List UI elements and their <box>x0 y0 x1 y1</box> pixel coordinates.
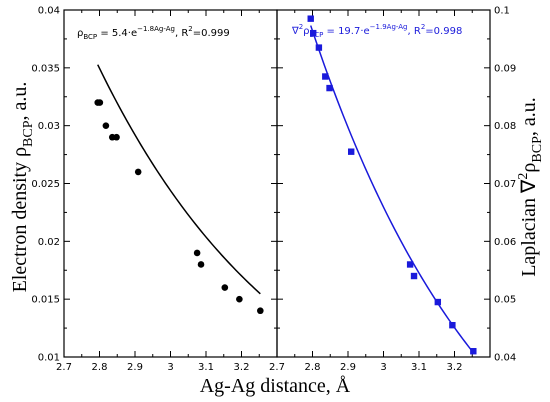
right-data-point <box>449 321 456 329</box>
right-data-point <box>322 73 329 80</box>
left-data-point <box>257 307 264 315</box>
left-x-tick-label: 2.7 <box>56 362 72 373</box>
right-y-axis-title: Laplacian ∇2ρBCP, a.u. <box>516 97 545 277</box>
right-data-point <box>310 29 317 37</box>
left-data-point <box>221 284 229 291</box>
left-y-tick-label: 0.04 <box>38 6 60 17</box>
right-eq-nabla-sup: 2 <box>299 23 303 31</box>
right-data-point <box>347 148 355 155</box>
right-y-tick-label: 0.05 <box>494 295 516 306</box>
right-eq-r-sup: 2 <box>421 23 425 31</box>
right-data-point <box>470 348 477 355</box>
left-eq-r-value: =0.999 <box>193 28 230 39</box>
left-eq-coef: = 5.4·e <box>97 28 137 39</box>
left-y-axis-title-sub: BCP <box>21 120 36 147</box>
left-y-tick-label: 0.02 <box>38 237 60 248</box>
right-plot-frame <box>276 9 491 358</box>
right-y-axis-title-main: Laplacian ∇ <box>518 179 540 277</box>
right-y-tick-label: 0.08 <box>494 121 516 132</box>
right-y-tick-label: 0.06 <box>494 237 516 248</box>
right-y-tick-label: 0.1 <box>494 6 510 17</box>
left-y-tick-label: 0.025 <box>31 179 60 190</box>
right-y-tick-label: 0.09 <box>494 63 516 74</box>
right-y-axis-title-tail: , a.u. <box>518 97 540 136</box>
right-y-tick-label: 0.07 <box>494 179 516 190</box>
left-eq-rho-sub: BCP <box>83 33 97 41</box>
left-x-tick-label: 2.9 <box>127 362 143 373</box>
right-fit-curve <box>310 25 474 354</box>
left-eq-rho: ρ <box>77 28 83 39</box>
left-data-point <box>197 261 205 268</box>
left-y-tick-label: 0.015 <box>31 295 60 306</box>
left-x-tick-label: 2.8 <box>92 362 108 373</box>
right-data-point <box>410 272 418 280</box>
left-y-tick-label: 0.01 <box>38 353 60 364</box>
left-y-tick-label: 0.035 <box>31 63 60 74</box>
left-data-point <box>102 122 110 129</box>
right-y-axis-title-sup: 2 <box>516 173 531 180</box>
right-eq-exp: −1.9Ag-Ag <box>370 23 408 31</box>
left-fit-equation: ρBCP = 5.4·e−1.8Ag-Ag, R2=0.999 <box>77 25 230 41</box>
right-x-tick-label: 3.2 <box>447 362 463 373</box>
left-y-axis-title-main: Electron density ρ <box>9 147 31 293</box>
left-data-point <box>134 168 142 176</box>
left-data-point <box>236 295 243 303</box>
left-eq-r: , R <box>175 28 188 39</box>
right-eq-rho-sub: BCP <box>310 31 324 39</box>
right-eq-coef: = 19.7·e <box>323 26 369 37</box>
right-x-tick-label: 2.7 <box>269 362 285 373</box>
right-eq-r-value: =0.998 <box>425 26 462 37</box>
left-panel: 2.7 2.8 2.9 3 3.1 3.2 0.01 0.015 0.02 0.025 0.03 0.… <box>31 6 278 373</box>
right-data-point <box>406 261 414 268</box>
right-data-point <box>307 15 314 22</box>
right-panel: 2.7 2.8 2.9 3 3.1 3.2 0.04 0.05 0.06 0.07 0.08 0.09… <box>269 6 516 374</box>
left-y-axis-title: Electron density ρBCP, a.u. <box>9 82 36 293</box>
left-fit-curve <box>97 64 261 295</box>
right-eq-rho: ρ <box>303 26 309 37</box>
left-x-tick-label: 3 <box>167 362 173 373</box>
left-data-point <box>113 133 120 141</box>
right-y-axis-title-rho: ρ <box>518 163 540 173</box>
right-y-tick-label: 0.04 <box>494 353 516 364</box>
left-data-point <box>193 249 201 257</box>
left-plot-frame <box>63 9 278 358</box>
right-x-tick-label: 3.1 <box>411 362 427 373</box>
right-data-point <box>434 298 442 306</box>
right-x-tick-label: 3 <box>380 362 386 373</box>
left-eq-exp: −1.8Ag-Ag <box>137 25 175 33</box>
right-data-point <box>326 84 333 92</box>
left-y-axis-title-tail: , a.u. <box>9 82 31 121</box>
left-x-tick-label: 3.2 <box>234 362 250 373</box>
left-data-point <box>96 99 104 106</box>
left-y-tick-label: 0.03 <box>38 121 60 132</box>
left-eq-r-sup: 2 <box>188 25 192 33</box>
left-x-tick-label: 3.1 <box>198 362 214 373</box>
right-eq-r: , R <box>408 26 421 37</box>
x-axis-title: Ag-Ag distance, Å <box>200 375 351 397</box>
right-data-point <box>315 44 323 51</box>
right-y-axis-title-sub: BCP <box>530 136 545 163</box>
right-fit-equation: ∇2ρBCP = 19.7·e−1.9Ag-Ag, R2=0.998 <box>291 23 462 39</box>
right-eq-nabla: ∇ <box>291 26 299 37</box>
right-x-tick-label: 2.9 <box>340 362 356 373</box>
right-x-tick-label: 2.8 <box>305 362 321 373</box>
